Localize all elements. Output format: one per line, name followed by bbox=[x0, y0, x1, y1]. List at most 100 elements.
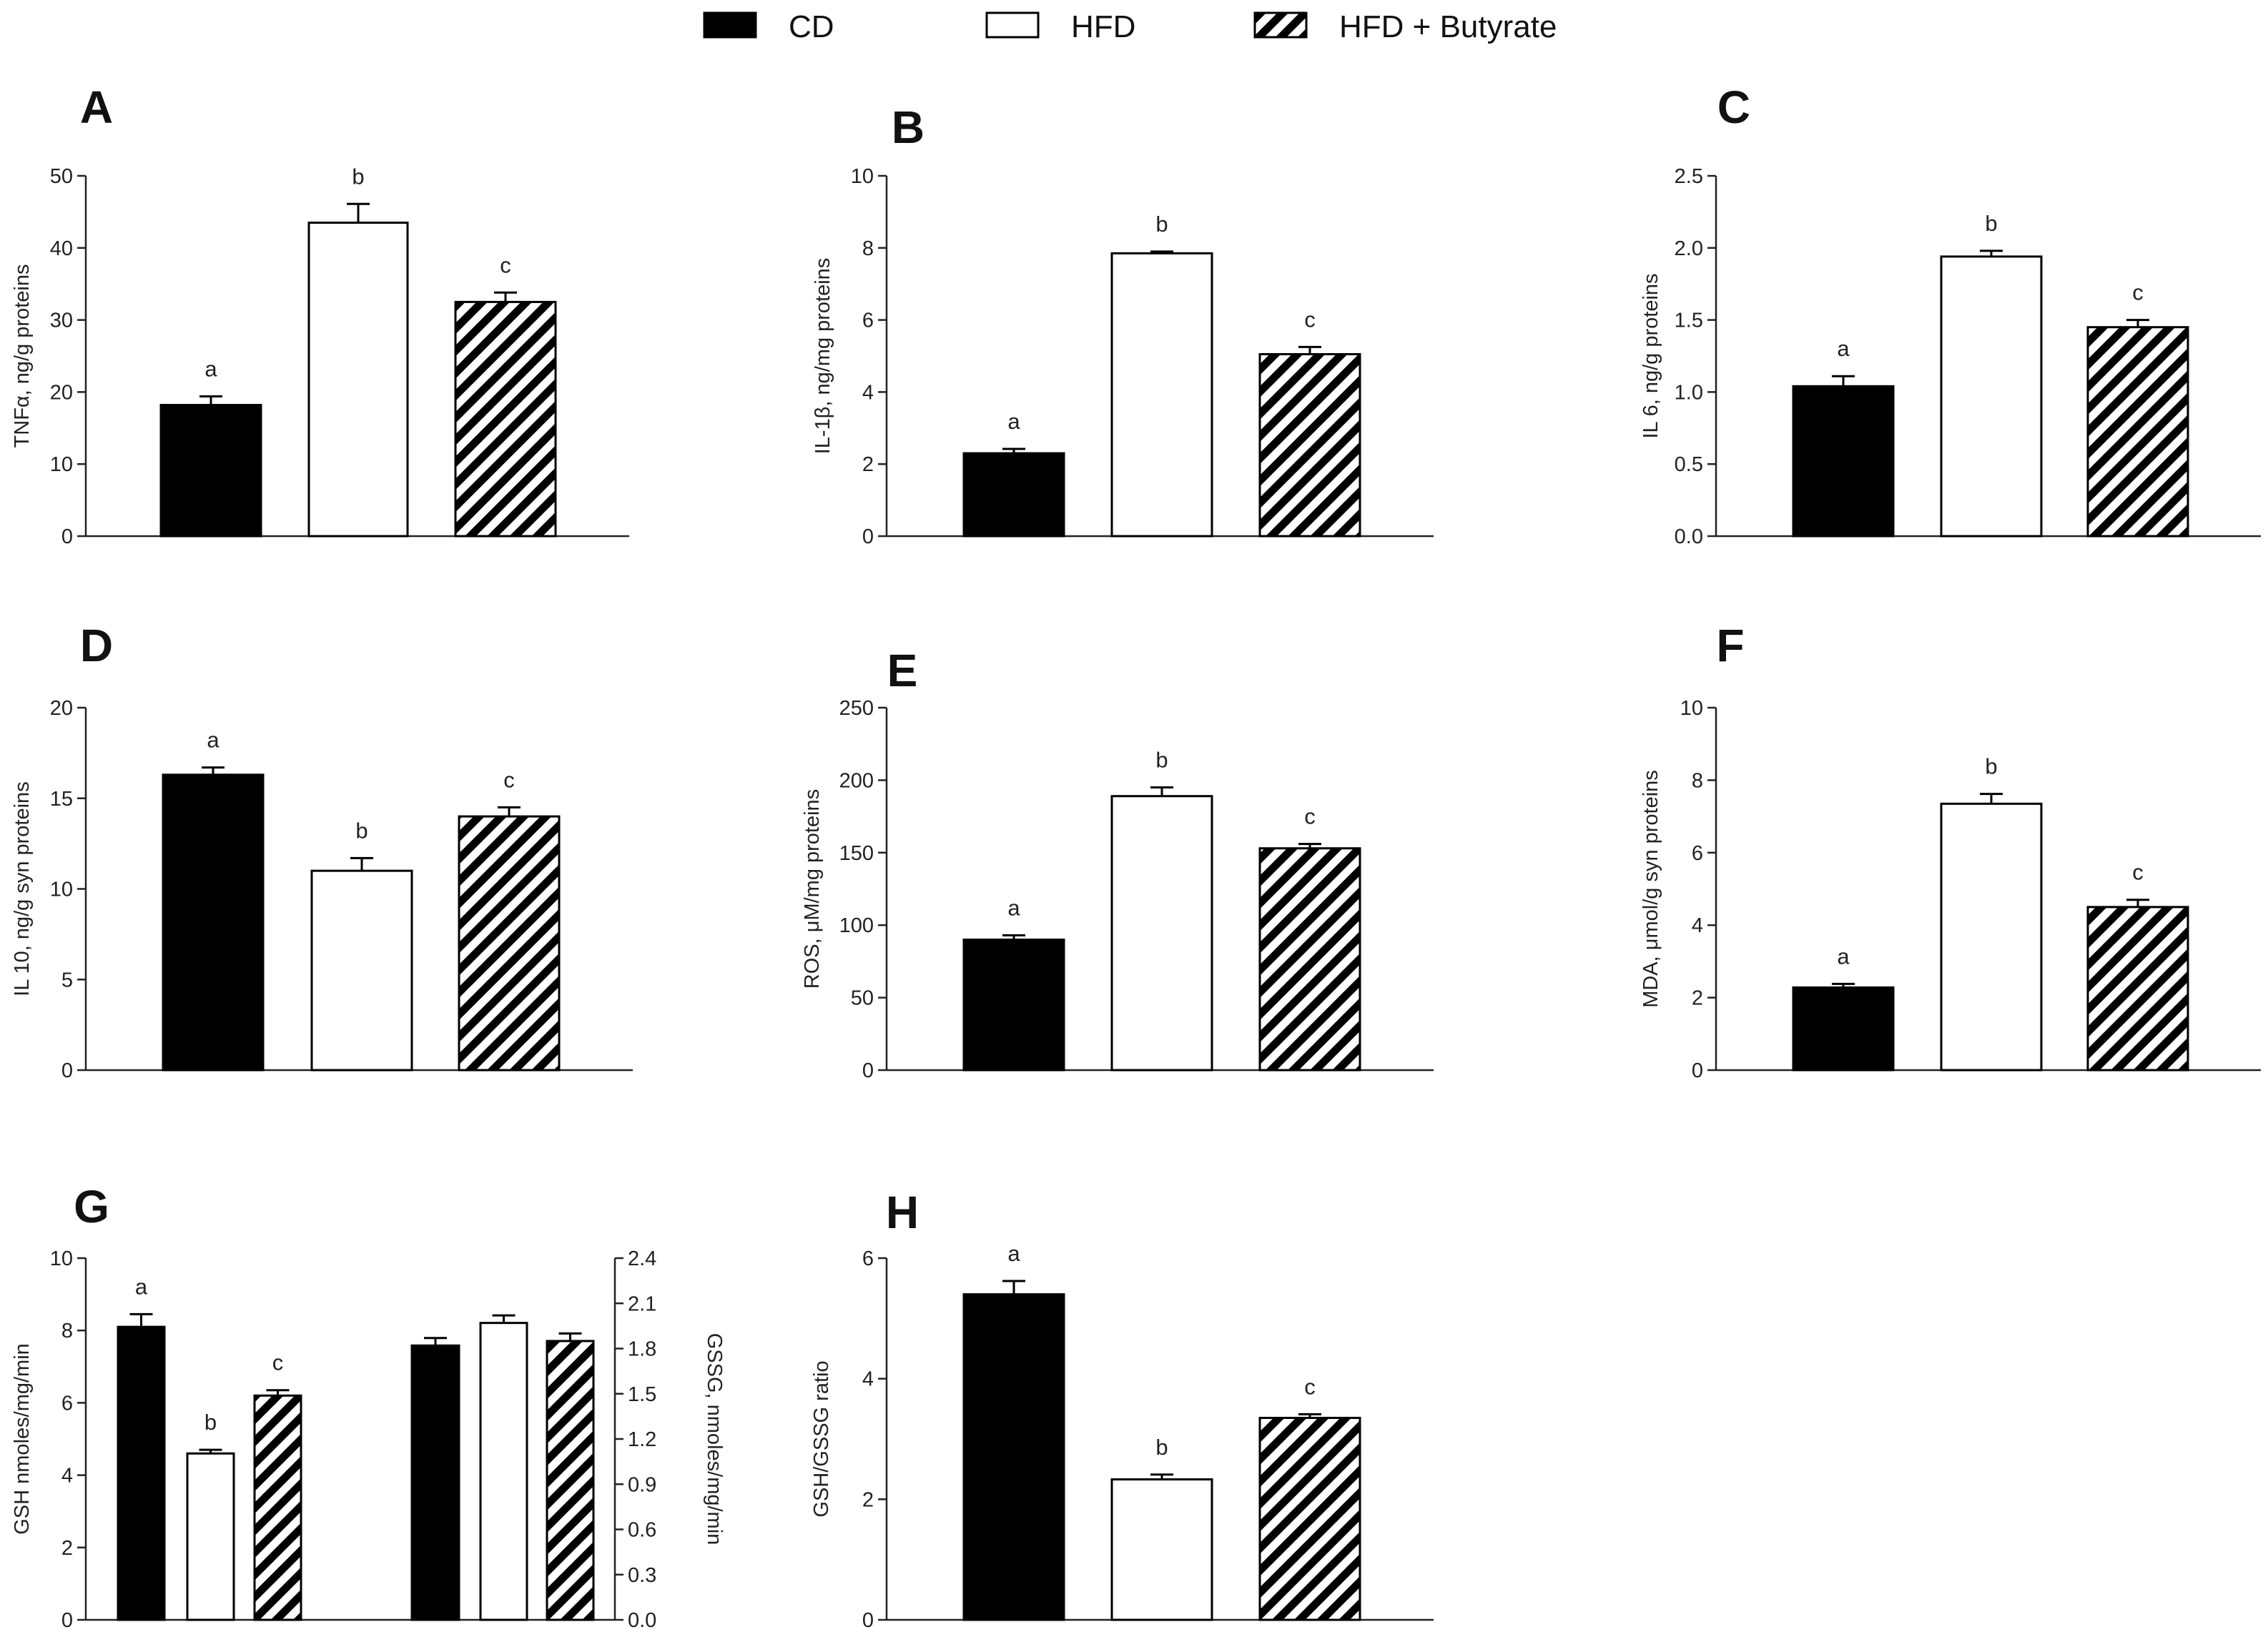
panel-letter: C bbox=[1717, 81, 1750, 133]
y-axis-label: IL-1β, ng/mg proteins bbox=[812, 258, 834, 455]
bar-open bbox=[186, 1452, 235, 1621]
y-tick-label: 40 bbox=[50, 237, 73, 260]
panel-f: F 0 2 4 6 8 10 MDA, μmol/g syn proteins a b c bbox=[1640, 620, 2261, 1082]
significance-letter: c bbox=[2132, 860, 2144, 885]
legend-swatch-open bbox=[985, 11, 1040, 39]
y-tick-label: 10 bbox=[50, 879, 73, 901]
bar-open bbox=[479, 1322, 528, 1621]
y-tick-label: 0.0 bbox=[1675, 525, 1703, 548]
bar-open bbox=[1940, 255, 2043, 538]
bar-solid bbox=[410, 1344, 460, 1621]
bar-solid bbox=[962, 452, 1065, 538]
y-tick-label: 20 bbox=[50, 697, 73, 720]
bar-hatch bbox=[1258, 1416, 1361, 1621]
y-tick-label: 1.0 bbox=[1675, 381, 1703, 404]
bar-open bbox=[1110, 795, 1213, 1072]
y-tick-label: 4 bbox=[61, 1465, 73, 1488]
y-tick-label: 8 bbox=[1692, 769, 1703, 792]
y-right-tick-label: 0.3 bbox=[628, 1564, 656, 1587]
y-right-tick-label: 2.4 bbox=[628, 1247, 656, 1270]
bar-solid bbox=[1792, 986, 1895, 1072]
y-right-tick-label: 0.0 bbox=[628, 1609, 656, 1632]
legend-swatch-hatch bbox=[1253, 11, 1308, 39]
bar-hatch bbox=[454, 300, 557, 538]
legend-label-solid: CD bbox=[789, 9, 834, 44]
y-tick-label: 0 bbox=[862, 1609, 874, 1632]
significance-letter: a bbox=[135, 1274, 148, 1299]
y-tick-label: 10 bbox=[851, 165, 874, 188]
y-axis-label: IL 6, ng/g proteins bbox=[1640, 273, 1662, 438]
y-tick-label: 10 bbox=[1680, 697, 1703, 720]
panel-letter: A bbox=[80, 81, 113, 133]
y-tick-label: 2 bbox=[61, 1537, 73, 1560]
significance-letter: b bbox=[204, 1410, 217, 1435]
significance-letter: c bbox=[503, 767, 515, 792]
bar-open bbox=[1940, 802, 2043, 1072]
y-right-tick-label: 0.9 bbox=[628, 1473, 656, 1496]
significance-letter: c bbox=[2132, 280, 2144, 305]
significance-letter: c bbox=[500, 252, 511, 277]
bar-hatch bbox=[1258, 352, 1361, 538]
y-tick-label: 150 bbox=[839, 842, 874, 865]
y-tick-label: 200 bbox=[839, 769, 874, 792]
bar-open bbox=[1110, 1478, 1213, 1621]
panel-letter: D bbox=[80, 620, 113, 671]
y-axis-right-label: GSSG, nmoles/mg/min bbox=[703, 1333, 726, 1546]
y-tick-label: 8 bbox=[862, 237, 874, 260]
panel-a: A 0 10 20 30 40 50 TNFα, ng/g proteins a b c bbox=[11, 81, 629, 548]
bar-solid bbox=[962, 938, 1065, 1072]
y-axis-label: GSH/GSSG ratio bbox=[810, 1360, 833, 1517]
y-tick-label: 10 bbox=[50, 1247, 73, 1270]
y-tick-label: 0 bbox=[61, 525, 73, 548]
significance-letter: b bbox=[1985, 211, 1997, 236]
bar-solid bbox=[159, 404, 262, 538]
legend-swatch-solid bbox=[703, 11, 757, 39]
y-tick-label: 2 bbox=[862, 453, 874, 476]
bar-open bbox=[310, 869, 413, 1072]
significance-letter: a bbox=[1837, 336, 1850, 361]
significance-letter: b bbox=[1155, 1435, 1168, 1460]
panel-letter: E bbox=[887, 645, 918, 696]
legend-label-open: HFD bbox=[1071, 9, 1135, 44]
y-right-tick-label: 1.2 bbox=[628, 1428, 656, 1451]
legend-label-hatch: HFD + Butyrate bbox=[1339, 9, 1557, 44]
panel-e: E 0 50 100 150 200 250 ROS, μM/mg proteins a b c bbox=[801, 645, 1434, 1082]
y-tick-label: 2 bbox=[862, 1488, 874, 1511]
y-tick-label: 20 bbox=[50, 381, 73, 404]
y-tick-label: 250 bbox=[839, 697, 874, 720]
y-tick-label: 0 bbox=[862, 525, 874, 548]
y-tick-label: 4 bbox=[1692, 914, 1703, 937]
y-tick-label: 5 bbox=[61, 969, 73, 991]
bar-hatch bbox=[253, 1394, 302, 1621]
significance-letter: b bbox=[352, 164, 364, 189]
y-right-tick-label: 1.8 bbox=[628, 1338, 656, 1361]
y-right-tick-label: 0.6 bbox=[628, 1519, 656, 1542]
legend: CD HFD HFD + Butyrate bbox=[703, 9, 1557, 44]
y-tick-label: 10 bbox=[50, 453, 73, 476]
y-tick-label: 0 bbox=[862, 1059, 874, 1082]
y-axis-label: IL 10, ng/g syn proteins bbox=[11, 781, 34, 996]
y-tick-label: 30 bbox=[50, 310, 73, 332]
panel-letter: G bbox=[74, 1181, 109, 1232]
y-right-tick-label: 2.1 bbox=[628, 1292, 656, 1315]
significance-letter: a bbox=[207, 728, 220, 753]
panel-letter: B bbox=[892, 102, 925, 153]
bar-open bbox=[1110, 252, 1213, 538]
y-tick-label: 15 bbox=[50, 788, 73, 811]
significance-letter: c bbox=[1304, 307, 1316, 332]
y-axis-label: TNFα, ng/g proteins bbox=[11, 264, 34, 448]
y-tick-label: 4 bbox=[862, 381, 874, 404]
panel-d: D 0 5 10 15 20 IL 10, ng/g syn proteins a b c bbox=[11, 620, 633, 1082]
significance-letter: c bbox=[1304, 1374, 1316, 1399]
bar-hatch bbox=[458, 815, 561, 1072]
y-tick-label: 2.5 bbox=[1675, 165, 1703, 188]
bar-open bbox=[307, 222, 409, 538]
bar-solid bbox=[117, 1325, 166, 1621]
y-tick-label: 2 bbox=[1692, 987, 1703, 1010]
y-tick-label: 0 bbox=[1692, 1059, 1703, 1082]
significance-letter: a bbox=[1837, 944, 1850, 969]
significance-letter: c bbox=[272, 1350, 284, 1375]
significance-letter: b bbox=[1985, 754, 1997, 779]
y-tick-label: 6 bbox=[1692, 842, 1703, 865]
